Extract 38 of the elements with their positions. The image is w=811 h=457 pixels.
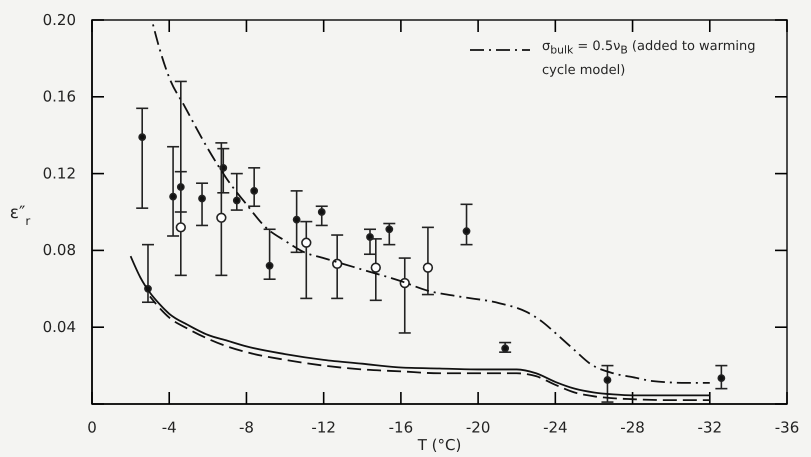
x-tick-label: -4 xyxy=(162,418,177,437)
point xyxy=(301,238,312,248)
point xyxy=(138,133,146,142)
y-tick-label: 0.04 xyxy=(42,318,76,336)
point xyxy=(176,222,186,233)
x-tick-label: -24 xyxy=(543,418,568,437)
point xyxy=(400,278,410,288)
point xyxy=(422,262,434,273)
point xyxy=(370,262,381,273)
point xyxy=(198,194,206,202)
x-tick-label: -32 xyxy=(698,418,722,437)
y-axis-title: ε″$_{r}$ xyxy=(10,203,30,228)
point xyxy=(332,258,342,269)
point xyxy=(604,376,612,384)
point xyxy=(250,186,258,195)
point xyxy=(266,262,274,270)
point xyxy=(717,374,726,382)
point xyxy=(318,208,326,216)
x-tick-label: -12 xyxy=(311,418,336,437)
x-tick-label: 0 xyxy=(87,418,97,437)
point xyxy=(216,212,227,223)
y-tick-label: 0.08 xyxy=(42,241,76,260)
point xyxy=(501,344,510,352)
point xyxy=(292,216,301,224)
y-tick-label: 0.20 xyxy=(42,10,76,29)
x-tick-label: -20 xyxy=(466,418,490,437)
y-tick-label: 0.16 xyxy=(42,88,76,106)
point xyxy=(462,227,470,236)
point xyxy=(385,225,394,234)
y-tick-label: 0.12 xyxy=(42,164,76,182)
legend-label: σ$_{bulk}$ = 0.5ν$_{B}$ (added to warming cycle model) xyxy=(542,38,757,80)
x-tick-label: -16 xyxy=(388,418,414,437)
x-tick-label: -36 xyxy=(774,418,800,437)
point xyxy=(169,192,177,201)
x-axis-title: T (°C) xyxy=(416,436,462,454)
x-tick-label: -28 xyxy=(620,418,645,437)
point xyxy=(232,196,241,204)
x-tick-label: -8 xyxy=(238,418,254,437)
